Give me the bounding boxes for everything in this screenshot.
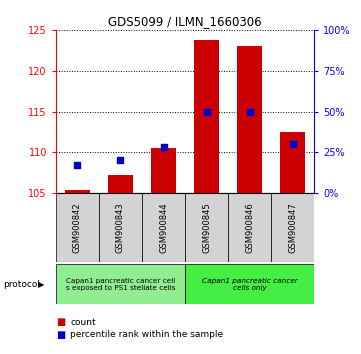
Title: GDS5099 / ILMN_1660306: GDS5099 / ILMN_1660306 [108, 15, 262, 28]
Bar [280, 132, 305, 193]
Bar [56, 264, 185, 304]
Point [204, 109, 209, 114]
Text: protocol: protocol [4, 280, 40, 289]
Text: GSM900847: GSM900847 [288, 202, 297, 253]
Bar [108, 175, 134, 193]
Text: ■: ■ [56, 317, 65, 327]
Text: GSM900844: GSM900844 [159, 202, 168, 253]
Bar [271, 193, 314, 262]
Text: GSM900843: GSM900843 [116, 202, 125, 253]
Point [161, 144, 166, 150]
Point [290, 141, 295, 147]
Text: GSM900842: GSM900842 [73, 202, 82, 253]
Text: Capan1 pancreatic cancer
cells only: Capan1 pancreatic cancer cells only [202, 278, 297, 291]
Bar [56, 193, 99, 262]
Bar [228, 193, 271, 262]
Bar [99, 193, 142, 262]
Text: GSM900846: GSM900846 [245, 202, 254, 253]
Bar [151, 148, 177, 193]
Text: ▶: ▶ [38, 280, 44, 289]
Point [75, 162, 81, 168]
Text: Capan1 pancreatic cancer cell
s exposed to PS1 stellate cells: Capan1 pancreatic cancer cell s exposed … [66, 278, 175, 291]
Text: ■: ■ [56, 330, 65, 339]
Point [118, 158, 123, 163]
Text: GSM900845: GSM900845 [202, 202, 211, 253]
Bar [185, 193, 228, 262]
Bar [193, 40, 219, 193]
Text: count: count [70, 318, 96, 327]
Bar [65, 190, 90, 193]
Bar [237, 46, 262, 193]
Bar [142, 193, 185, 262]
Text: percentile rank within the sample: percentile rank within the sample [70, 330, 223, 339]
Bar [185, 264, 314, 304]
Point [247, 109, 252, 114]
